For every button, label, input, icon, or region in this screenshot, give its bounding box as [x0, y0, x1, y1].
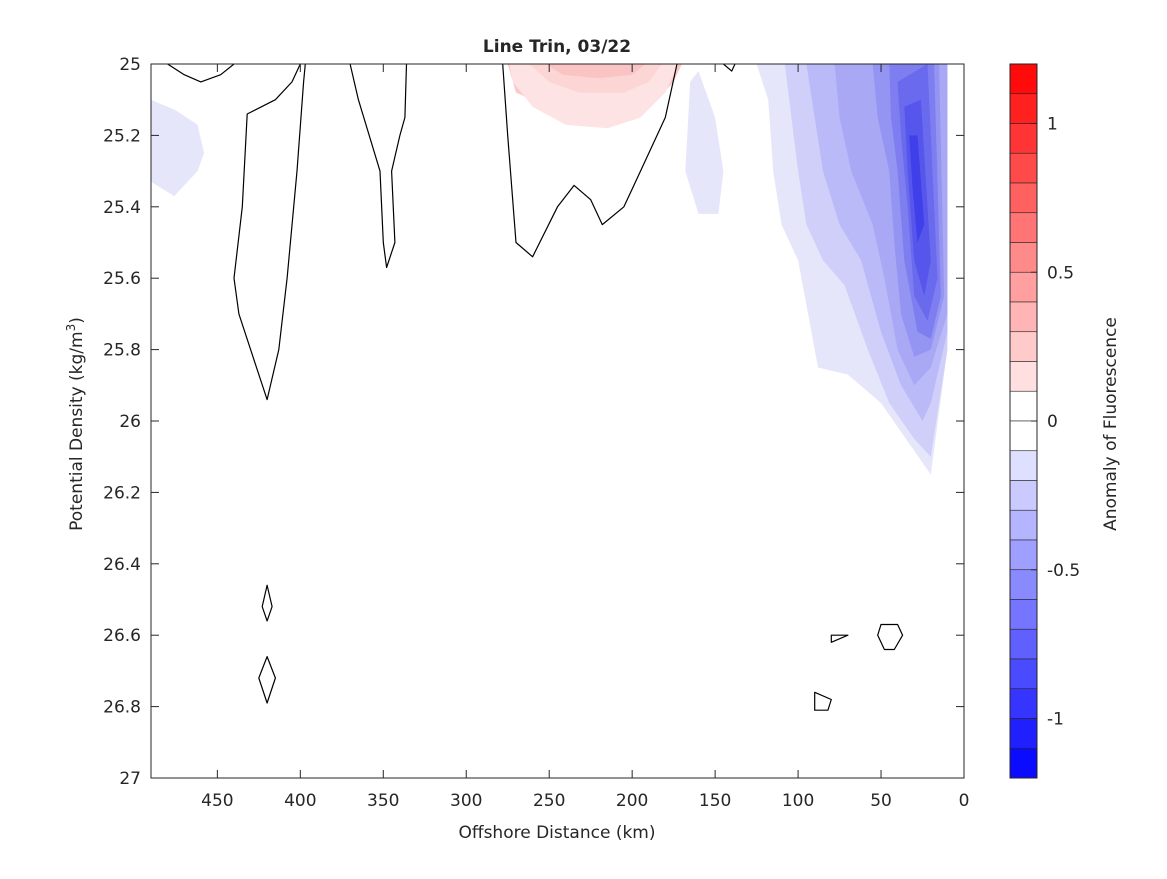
colorbar-swatch: [1009, 242, 1038, 273]
zero-contour-line: [349, 64, 408, 269]
colorbar-swatch: [1009, 301, 1038, 333]
colorbar-swatch: [1009, 450, 1038, 481]
colorbar-swatch: [1009, 93, 1038, 124]
zero-contour-line: [502, 64, 678, 258]
x-tick-label: 50: [870, 791, 892, 811]
nearshore-negative-core-fill: [909, 135, 925, 243]
midshelf-negative-patch-fill: [685, 71, 724, 214]
colorbar-tick-label: 0.5: [1047, 263, 1074, 283]
plot-area: 450 400 350 300 250 200 150 100 50 0 2525.225.425…: [103, 55, 969, 811]
zero-contour-line: [830, 634, 849, 643]
colorbar-swatch: [1009, 152, 1038, 184]
y-tick-label: 26.6: [103, 626, 141, 646]
zero-contour-line: [814, 691, 832, 711]
zero-contour-line: [261, 584, 273, 622]
colorbar-swatch: [1009, 361, 1038, 392]
y-axis-label: Potential Density (kg/m3): [64, 317, 87, 531]
colorbar-tick-label: -0.5: [1047, 561, 1080, 581]
colorbar-swatch: [1009, 480, 1038, 511]
colorbar-swatch: [1009, 658, 1038, 690]
x-tick-label: 350: [367, 791, 399, 811]
colorbar-tick-label: 0: [1047, 412, 1058, 432]
y-tick-label: 26.4: [103, 555, 141, 575]
zero-contour-lines: [167, 64, 904, 711]
y-tick-label: 25.6: [103, 269, 141, 289]
zero-contour-line: [877, 623, 904, 651]
x-tick-label: 100: [782, 791, 814, 811]
contour-fills: [151, 64, 948, 475]
x-tick-label: 150: [699, 791, 731, 811]
colorbar: [1009, 63, 1038, 779]
y-tick-label: 25.2: [103, 126, 141, 146]
colorbar-label: Anomaly of Fluorescence: [1101, 317, 1121, 531]
y-tick-label: 26.2: [103, 483, 141, 503]
colorbar-swatch: [1009, 718, 1038, 749]
colorbar-swatch: [1009, 539, 1038, 571]
colorbar-swatch: [1009, 331, 1038, 362]
colorbar-swatch: [1009, 271, 1038, 303]
offshore-negative-patch-fill: [151, 99, 205, 197]
zero-contour-line: [167, 64, 235, 83]
y-axis-label-superscript: 3: [64, 324, 78, 332]
surface-positive-anomaly-fill: [545, 64, 646, 79]
chart-title: Line Trin, 03/22: [483, 37, 631, 57]
colorbar-swatch: [1009, 599, 1038, 630]
y-axis-label-main: Potential Density (kg/m: [67, 331, 87, 530]
y-tick-label: 27: [119, 769, 141, 789]
colorbar-swatch: [1009, 509, 1038, 541]
colorbar-swatch: [1009, 182, 1038, 214]
colorbar-swatch: [1009, 212, 1038, 243]
zero-contour-line: [233, 64, 306, 401]
colorbar-swatch: [1009, 747, 1038, 779]
x-tick-label: 0: [959, 791, 970, 811]
x-tick-label: 400: [284, 791, 316, 811]
y-tick-label: 26.8: [103, 698, 141, 718]
colorbar-tick-label: 1: [1047, 115, 1058, 135]
y-tick-label: 25.8: [103, 341, 141, 361]
y-axis-label-close: ): [67, 317, 87, 324]
colorbar-swatch: [1009, 688, 1038, 719]
x-tick-label: 450: [201, 791, 233, 811]
colorbar-swatch: [1009, 63, 1038, 95]
colorbar-swatch: [1009, 628, 1038, 660]
y-tick-label: 25.4: [103, 198, 141, 218]
colorbar-swatch: [1009, 420, 1038, 452]
y-axis-ticks: 25 25.2 25.4 25.6 25.8 26 26.2 26.4 26.6 26.8 27: [103, 55, 964, 789]
zero-contour-line: [723, 64, 736, 72]
colorbar-ticks: 1 0.5 0 -0.5 -1: [1031, 115, 1080, 730]
x-tick-label: 250: [533, 791, 565, 811]
zero-contour-line: [258, 655, 276, 704]
y-tick-label: 26: [119, 412, 141, 432]
x-tick-label: 300: [450, 791, 482, 811]
x-axis-ticks: 450 400 350 300 250 200 150 100 50 0: [201, 64, 969, 811]
y-tick-label: 25: [119, 55, 141, 75]
colorbar-swatch: [1009, 123, 1038, 154]
colorbar-tick-label: -1: [1047, 710, 1064, 730]
x-axis-label: Offshore Distance (km): [458, 823, 655, 843]
x-tick-label: 200: [616, 791, 648, 811]
colorbar-swatch: [1009, 390, 1038, 422]
colorbar-swatch: [1009, 569, 1038, 600]
